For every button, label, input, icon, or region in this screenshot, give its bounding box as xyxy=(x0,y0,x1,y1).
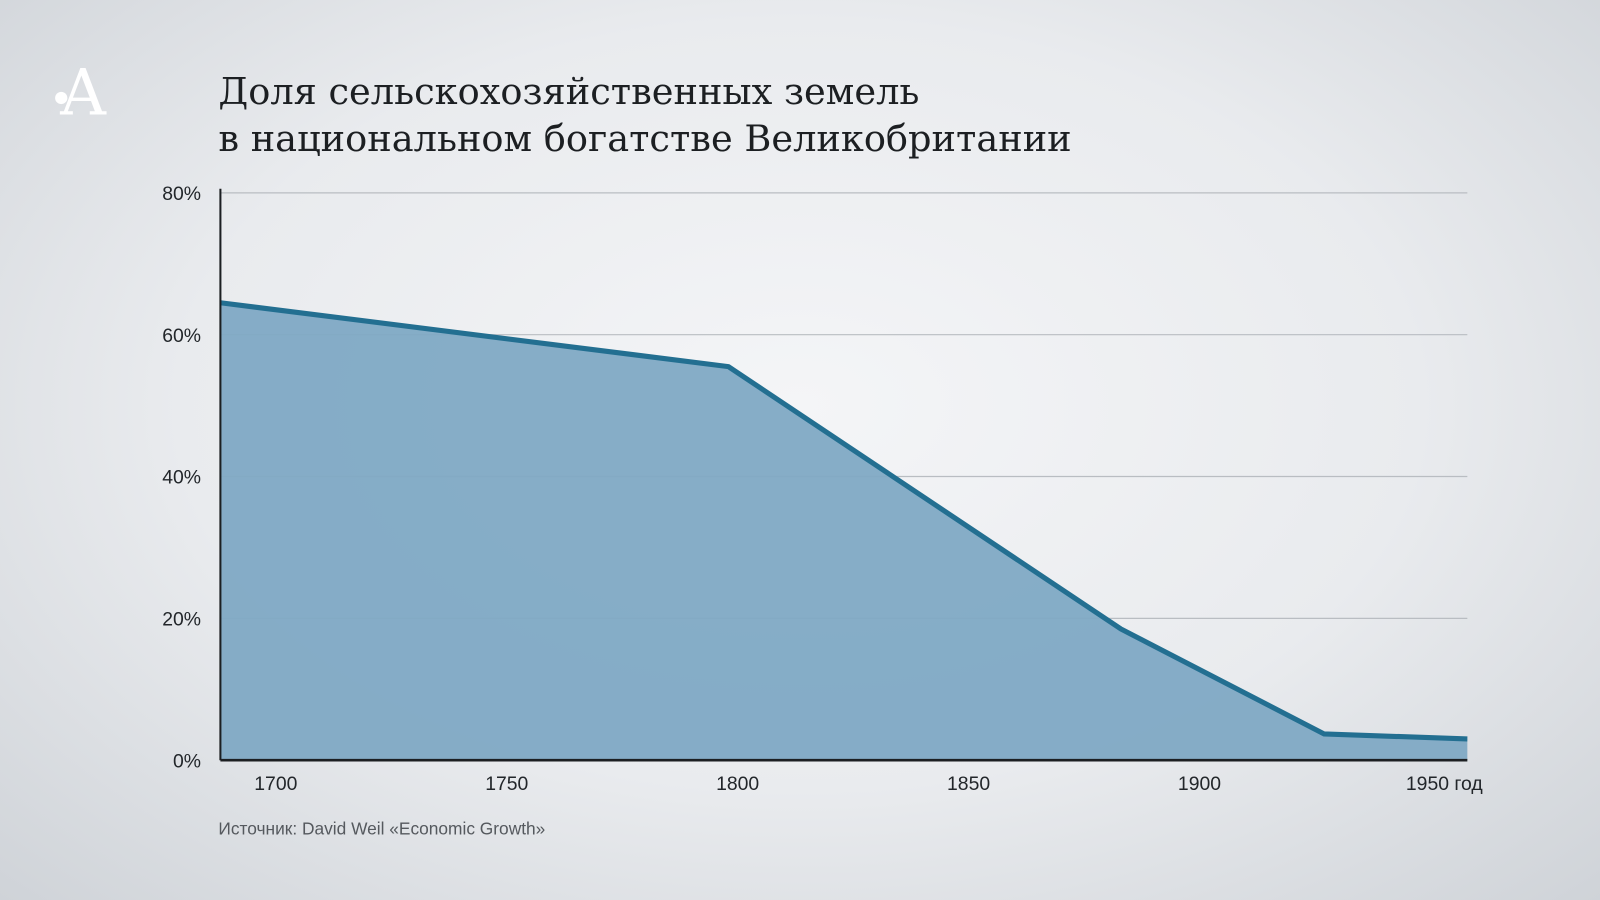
y-tick-label: 0% xyxy=(173,750,201,772)
chart-title-line-2: в национальном богатстве Великобритании xyxy=(218,117,1071,160)
y-tick-label: 60% xyxy=(162,325,201,347)
chart-title-line-1: Доля сельскохозяйственных земель xyxy=(218,70,919,113)
source-note: Источник: David Weil «Economic Growth» xyxy=(218,819,545,839)
x-tick-label: 1750 xyxy=(485,773,528,795)
y-tick-label: 20% xyxy=(162,609,201,631)
x-tick-label: 1800 xyxy=(716,773,759,795)
logo: А xyxy=(55,55,107,129)
x-tick-label: 1900 xyxy=(1178,773,1221,795)
x-tick-label: 1700 xyxy=(254,773,297,795)
svg-text:А: А xyxy=(59,55,107,129)
x-tick-label: 1850 xyxy=(947,773,990,795)
y-tick-label: 80% xyxy=(162,183,201,205)
x-tick-label: 1950 год xyxy=(1406,773,1483,795)
area-fill xyxy=(220,302,1468,761)
y-tick-label: 40% xyxy=(162,467,201,489)
